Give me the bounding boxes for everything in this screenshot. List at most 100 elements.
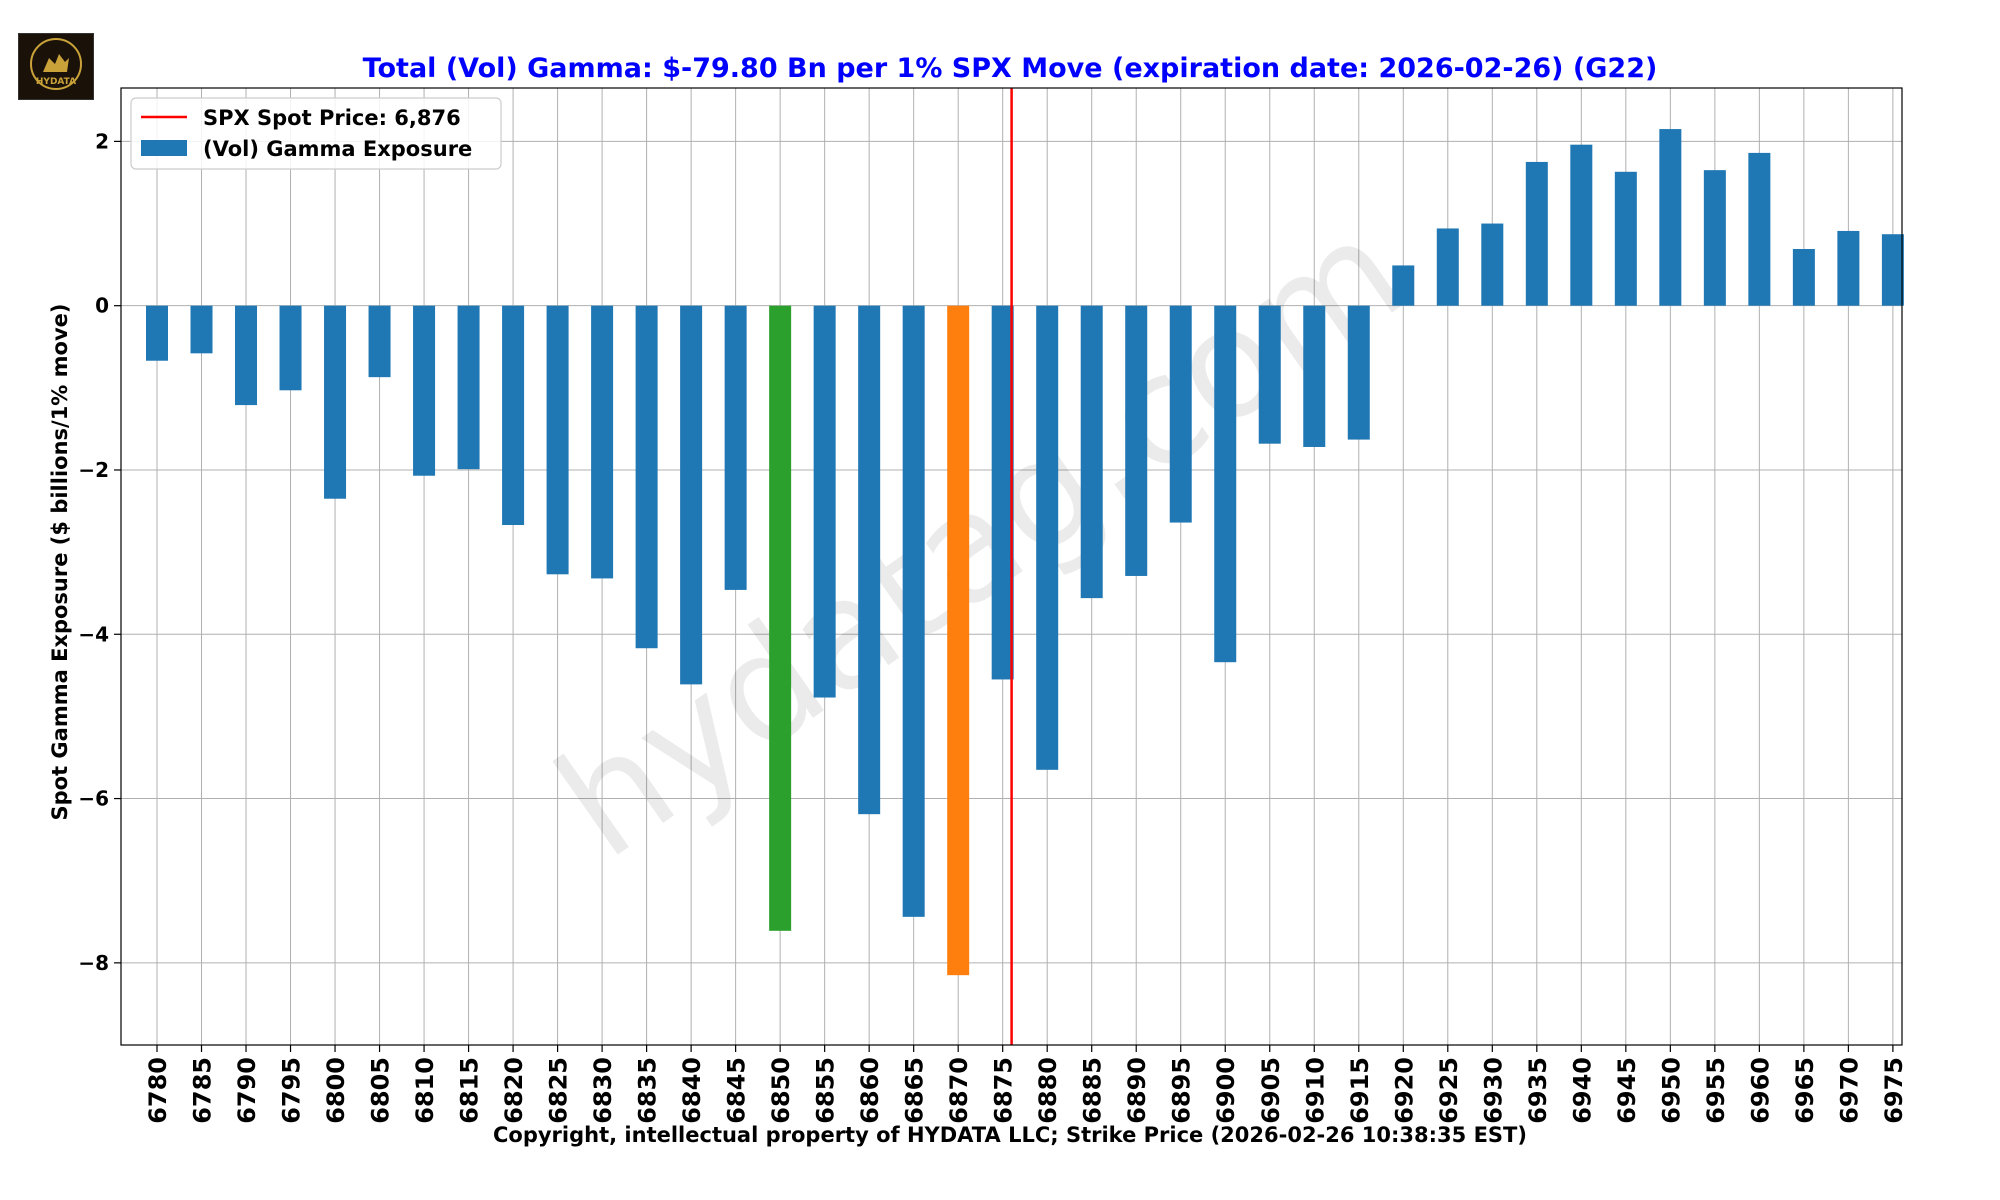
x-axis: 6780 6785 6790 6795 6800 6805 6810 6815 6820 6825… — [144, 1045, 1908, 1124]
logo-text: HYDATA — [36, 77, 76, 87]
x-tick-label: 6975 — [1880, 1057, 1908, 1124]
y-tick-label: 2 — [95, 129, 109, 153]
x-tick-label: 6780 — [144, 1057, 172, 1124]
x-tick-label: 6830 — [589, 1057, 617, 1124]
bar-6825 — [546, 305, 569, 575]
bar-6955 — [1703, 170, 1726, 306]
x-tick-label: 6940 — [1568, 1057, 1596, 1124]
legend-series-swatch — [141, 140, 187, 156]
bar-6940 — [1570, 144, 1593, 306]
bars — [146, 129, 1904, 976]
bar-6790 — [235, 305, 258, 406]
bar-6835 — [635, 305, 658, 649]
x-tick-label: 6865 — [901, 1057, 929, 1124]
y-tick-label: −8 — [78, 951, 109, 975]
bar-6810 — [413, 305, 436, 476]
bar-6875 — [991, 305, 1014, 680]
x-axis-label: Copyright, intellectual property of HYDA… — [493, 1123, 1527, 1147]
hydata-logo: HYDATA — [18, 33, 94, 100]
bar-6920 — [1392, 265, 1415, 306]
x-tick-label: 6960 — [1746, 1057, 1774, 1124]
bar-6950 — [1659, 129, 1682, 306]
x-tick-label: 6925 — [1435, 1057, 1463, 1124]
x-tick-label: 6930 — [1479, 1057, 1507, 1124]
x-tick-label: 6840 — [678, 1057, 706, 1124]
y-tick-label: −4 — [78, 622, 109, 646]
x-tick-label: 6785 — [189, 1057, 217, 1124]
x-tick-label: 6855 — [812, 1057, 840, 1124]
y-axis: 2 0 −2 −4 −6 −8 — [78, 129, 121, 975]
bar-6910 — [1303, 305, 1326, 447]
legend: SPX Spot Price: 6,876 (Vol) Gamma Exposu… — [130, 97, 502, 170]
bar-6845 — [724, 305, 747, 590]
x-tick-label: 6815 — [456, 1057, 484, 1124]
watermark: hydatag.com — [527, 184, 1434, 891]
legend-series-label: (Vol) Gamma Exposure — [203, 137, 472, 161]
x-tick-label: 6825 — [545, 1057, 573, 1124]
x-tick-label: 6970 — [1835, 1057, 1863, 1124]
bar-6900 — [1214, 305, 1237, 663]
bar-6870 — [947, 305, 970, 976]
bar-6885 — [1080, 305, 1103, 599]
x-tick-label: 6915 — [1346, 1057, 1374, 1124]
x-tick-label: 6950 — [1657, 1057, 1685, 1124]
bar-6935 — [1525, 161, 1548, 306]
bar-6965 — [1792, 249, 1815, 306]
x-tick-label: 6850 — [767, 1057, 795, 1124]
x-tick-label: 6890 — [1123, 1057, 1151, 1124]
bar-6970 — [1837, 230, 1860, 306]
bar-6780 — [146, 305, 168, 361]
x-tick-label: 6910 — [1301, 1057, 1329, 1124]
legend-spot-label: SPX Spot Price: 6,876 — [203, 106, 461, 130]
bar-6860 — [858, 305, 881, 815]
x-tick-label: 6800 — [322, 1057, 350, 1124]
hydata-logo-emblem: HYDATA — [30, 37, 82, 90]
bar-6815 — [457, 305, 480, 470]
x-tick-label: 6835 — [634, 1057, 662, 1124]
x-tick-label: 6820 — [500, 1057, 528, 1124]
bar-6830 — [591, 305, 614, 579]
bar-6925 — [1436, 228, 1459, 306]
x-tick-label: 6955 — [1702, 1057, 1730, 1124]
bar-6800 — [324, 305, 347, 499]
bar-6915 — [1347, 305, 1370, 440]
x-tick-label: 6790 — [233, 1057, 261, 1124]
x-tick-label: 6920 — [1390, 1057, 1418, 1124]
bar-6890 — [1125, 305, 1148, 576]
x-tick-label: 6945 — [1613, 1057, 1641, 1124]
bar-6855 — [813, 305, 836, 698]
x-tick-label: 6870 — [945, 1057, 973, 1124]
plot-frame — [120, 87, 1903, 1046]
bar-6840 — [680, 305, 703, 685]
bar-6805 — [368, 305, 391, 378]
bar-6895 — [1169, 305, 1192, 523]
x-tick-label: 6880 — [1034, 1057, 1062, 1124]
legend-box — [130, 97, 502, 170]
bar-6930 — [1481, 223, 1504, 306]
bar-6960 — [1748, 152, 1771, 306]
x-tick-label: 6795 — [278, 1057, 306, 1124]
x-tick-label: 6875 — [990, 1057, 1018, 1124]
bar-6865 — [902, 305, 925, 917]
bar-6905 — [1258, 305, 1281, 444]
x-tick-label: 6845 — [723, 1057, 751, 1124]
x-tick-label: 6905 — [1257, 1057, 1285, 1124]
x-tick-label: 6895 — [1168, 1057, 1196, 1124]
y-tick-label: −2 — [78, 458, 109, 482]
chart-title: Total (Vol) Gamma: $-79.80 Bn per 1% SPX… — [363, 53, 1658, 84]
bar-6945 — [1614, 171, 1637, 306]
x-tick-label: 6805 — [367, 1057, 395, 1124]
y-tick-label: −6 — [78, 787, 109, 811]
x-tick-label: 6810 — [411, 1057, 439, 1124]
x-tick-label: 6900 — [1212, 1057, 1240, 1124]
x-tick-label: 6860 — [856, 1057, 884, 1124]
bar-6795 — [279, 305, 302, 391]
bar-6850 — [769, 305, 792, 931]
bar-6820 — [502, 305, 525, 526]
bar-6880 — [1036, 305, 1059, 770]
x-tick-label: 6965 — [1791, 1057, 1819, 1124]
bar-6975 — [1881, 234, 1904, 306]
y-tick-label: 0 — [95, 294, 109, 318]
y-axis-label: Spot Gamma Exposure ($ billions/1% move) — [48, 304, 72, 821]
